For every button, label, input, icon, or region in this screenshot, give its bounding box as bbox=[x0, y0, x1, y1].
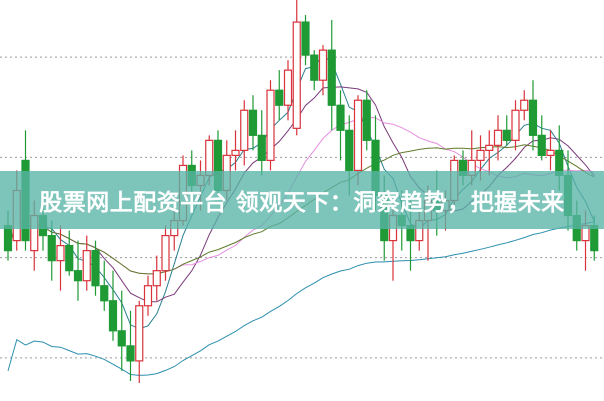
candle-body bbox=[240, 109, 249, 151]
candle-body bbox=[117, 330, 126, 347]
candle-body bbox=[318, 49, 328, 81]
candle-body bbox=[91, 250, 100, 287]
candle-body bbox=[292, 21, 301, 129]
candle-body bbox=[65, 245, 74, 272]
candle-body bbox=[47, 234, 56, 262]
candle-body bbox=[257, 134, 266, 161]
candle-body bbox=[266, 89, 275, 162]
candle-body bbox=[511, 109, 520, 141]
ma60-line bbox=[7, 221, 595, 376]
candle-body bbox=[493, 129, 503, 146]
candle-body bbox=[161, 234, 170, 272]
candle-body bbox=[502, 129, 511, 141]
candle-body bbox=[310, 54, 319, 81]
candle-body bbox=[528, 99, 538, 136]
candle-body bbox=[108, 300, 118, 332]
banner: 股票网上配资平台 领观天下：洞察趋势，把握未来 bbox=[0, 171, 604, 229]
candle-body bbox=[275, 89, 284, 106]
candle-body bbox=[248, 109, 258, 136]
candle-body bbox=[362, 99, 371, 141]
candle-body bbox=[590, 224, 599, 252]
candle-body bbox=[126, 345, 135, 362]
candle-body bbox=[73, 270, 83, 282]
candle-body bbox=[520, 99, 529, 111]
candle-body bbox=[537, 134, 546, 156]
candle-body bbox=[327, 49, 336, 106]
ma5-line bbox=[7, 54, 595, 330]
banner-text: 股票网上配资平台 领观天下：洞察趋势，把握未来 bbox=[39, 190, 565, 216]
candle-body bbox=[353, 99, 363, 172]
candle-body bbox=[3, 224, 13, 252]
candle-body bbox=[82, 250, 91, 282]
candle-body bbox=[100, 285, 109, 302]
candle-body bbox=[56, 245, 65, 262]
candle-body bbox=[336, 104, 345, 131]
candle-body bbox=[135, 305, 144, 362]
candle-body bbox=[283, 69, 293, 106]
candle-body bbox=[546, 149, 555, 156]
candle-body bbox=[152, 270, 161, 287]
candle-body bbox=[485, 144, 494, 151]
candle-body bbox=[345, 129, 354, 172]
candle-body bbox=[143, 285, 153, 307]
candle-body bbox=[301, 21, 310, 56]
candle-body bbox=[476, 149, 485, 161]
candle-body bbox=[231, 149, 240, 156]
